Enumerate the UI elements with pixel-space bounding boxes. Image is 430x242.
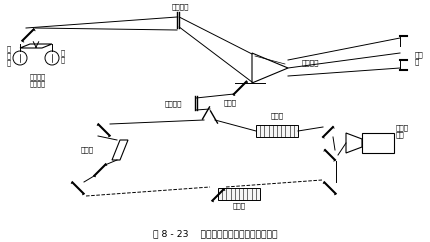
Text: 入口狭缝: 入口狭缝 [171,4,189,10]
Text: 石英棱镜: 石英棱镜 [302,60,319,66]
Text: 出口狭缝: 出口狭缝 [165,101,182,107]
Text: 扇形镜: 扇形镜 [224,100,237,106]
Text: 交换灯用
的平面镜: 交换灯用 的平面镜 [30,73,46,87]
Text: 反射
镜: 反射 镜 [415,51,424,65]
Circle shape [13,51,27,65]
Text: 调制板: 调制板 [81,147,94,153]
Polygon shape [346,133,362,153]
Bar [218,188,260,200]
Text: 光电倍
增管: 光电倍 增管 [396,124,409,138]
Polygon shape [112,140,128,160]
Text: 氙
灯: 氙 灯 [61,49,65,63]
Circle shape [45,51,59,65]
Text: 钨
丝
灯: 钨 丝 灯 [7,45,11,66]
Polygon shape [20,44,52,48]
Bar [362,133,394,153]
Text: 参比池: 参比池 [270,113,283,119]
Bar [256,125,298,137]
Text: 图 8 - 23    双光束型仪器的工作原理示意图: 图 8 - 23 双光束型仪器的工作原理示意图 [153,229,277,239]
Polygon shape [252,53,288,83]
Text: 试样池: 试样池 [233,203,246,209]
